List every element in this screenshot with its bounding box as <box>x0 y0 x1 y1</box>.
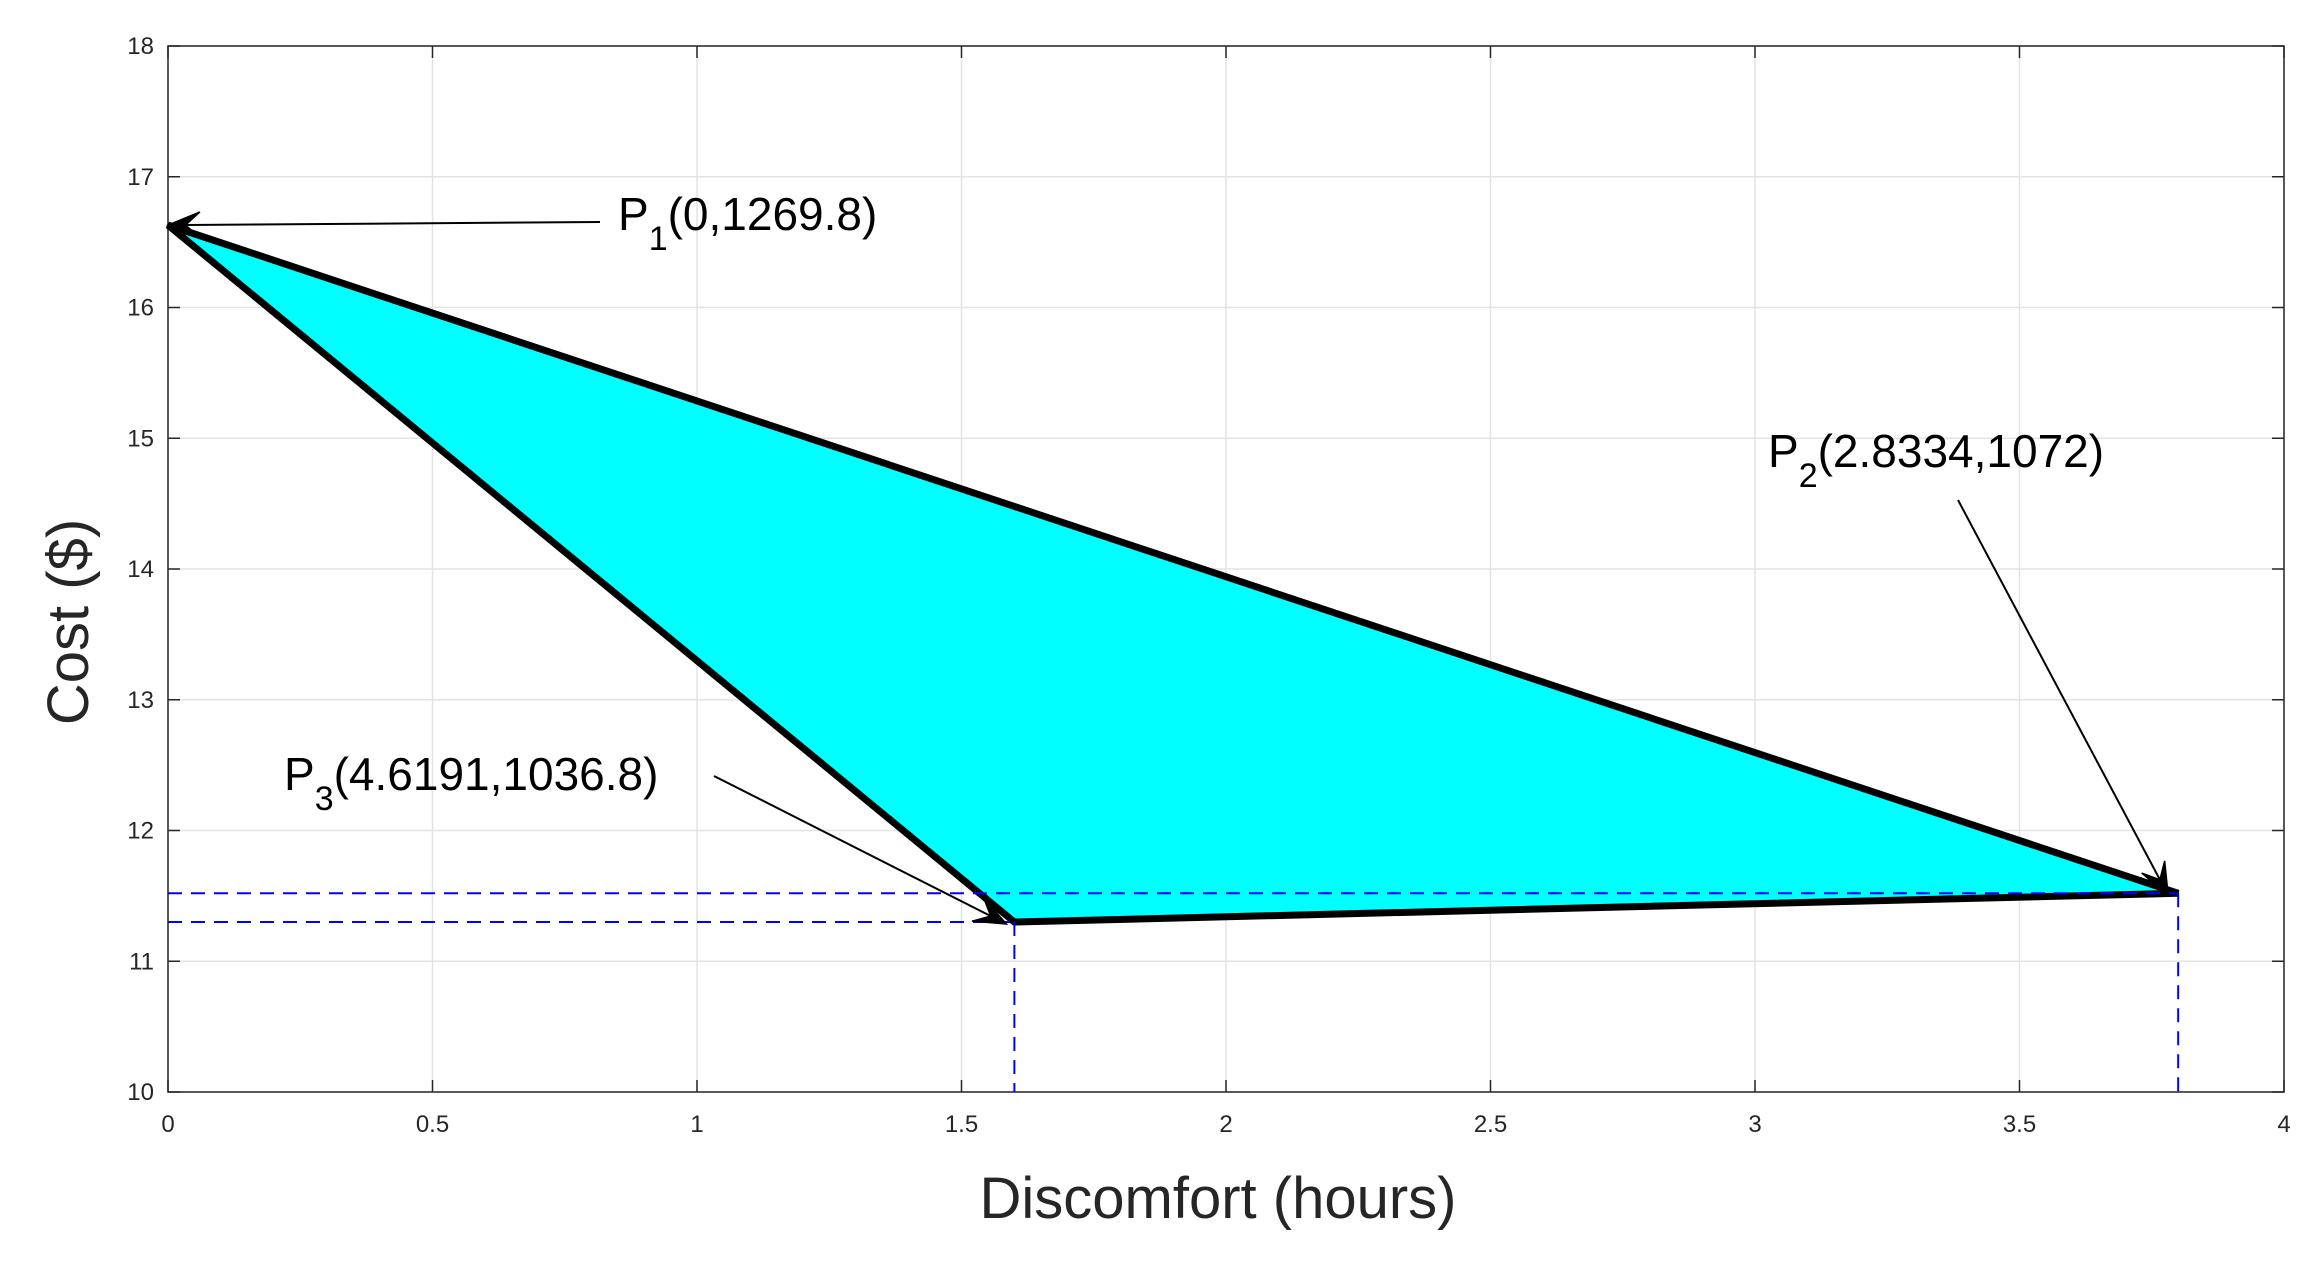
arrow-p1-shaft <box>167 221 601 227</box>
annotation-p2-point: P <box>1768 425 1799 477</box>
arrow-p1-head <box>166 211 201 239</box>
annotation-p2-coords: (2.8334,1072) <box>1818 425 2104 477</box>
annotation-p1-point: P <box>618 188 649 240</box>
y-axis-label: Cost ($) <box>36 519 101 725</box>
x-tick-label: 3.5 <box>2003 1111 2036 1138</box>
arrow-p3-shaft <box>713 775 1007 925</box>
x-tick-label: 0 <box>161 1111 174 1138</box>
annotation-p3: P3(4.6191,1036.8) <box>284 748 658 818</box>
y-tick-label: 18 <box>127 33 154 60</box>
annotation-p1-sub: 1 <box>649 220 668 258</box>
x-tick-label: 1.5 <box>945 1111 978 1138</box>
y-tick-label: 12 <box>127 818 154 845</box>
y-tick-label: 11 <box>129 948 154 975</box>
guide-lines <box>168 892 2180 1092</box>
annotation-p3-coords: (4.6191,1036.8) <box>334 748 659 800</box>
annotation-p2-sub: 2 <box>1799 457 1818 495</box>
plot-frame <box>167 45 2285 1093</box>
arrow-p3-head <box>971 897 1009 925</box>
x-tick-label: 0.5 <box>416 1111 449 1138</box>
arrow-p2-shaft <box>1957 499 2170 896</box>
y-tick-label: 14 <box>127 556 154 583</box>
x-tick-label: 4 <box>2277 1111 2290 1138</box>
y-tick-label: 17 <box>127 164 154 191</box>
y-tick-label: 10 <box>127 1079 154 1106</box>
annotation-arrows <box>166 211 2170 925</box>
y-tick-label: 16 <box>127 295 154 322</box>
axes <box>167 45 2285 1093</box>
x-tick-label: 1 <box>690 1111 703 1138</box>
cost-discomfort-region <box>165 221 2180 926</box>
y-tick-label: 15 <box>127 425 154 452</box>
x-tick-label: 2.5 <box>1474 1111 1507 1138</box>
y-tick-label: 13 <box>127 687 154 714</box>
x-axis-label: Discomfort (hours) <box>980 1166 1457 1231</box>
annotation-p1-coords: (0,1269.8) <box>668 188 878 240</box>
region-polygon <box>165 221 2180 926</box>
x-tick-label: 2 <box>1219 1111 1232 1138</box>
annotation-p3-sub: 3 <box>315 780 334 818</box>
annotation-p2: P2(2.8334,1072) <box>1768 425 2104 495</box>
x-tick-label: 3 <box>1748 1111 1761 1138</box>
annotation-p1: P1(0,1269.8) <box>618 188 877 258</box>
annotation-p3-point: P <box>284 748 315 800</box>
arrow-p2-head <box>2141 860 2170 898</box>
